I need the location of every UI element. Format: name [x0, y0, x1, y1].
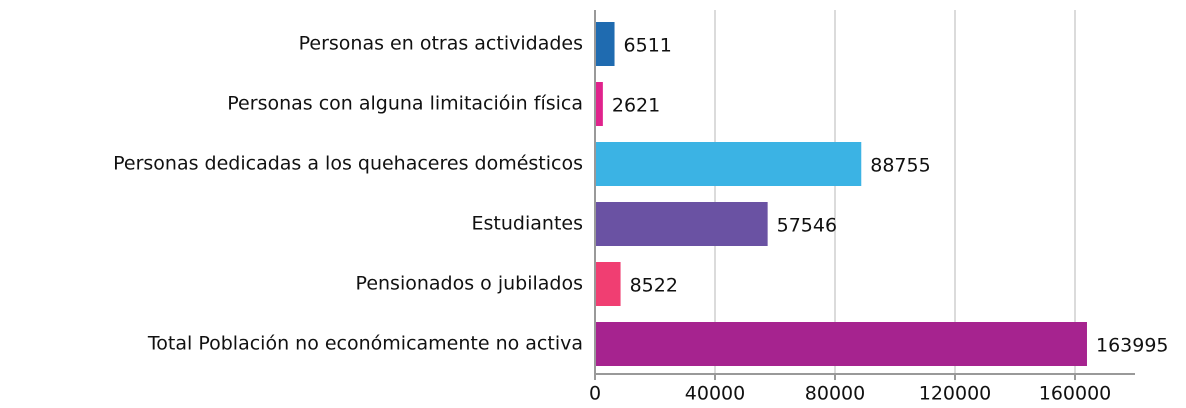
bar — [595, 322, 1087, 366]
x-tick-label: 120000 — [919, 383, 992, 405]
value-label: 8522 — [630, 275, 678, 297]
bar — [595, 142, 862, 186]
value-label: 163995 — [1096, 335, 1169, 357]
y-tick-label: Pensionados o jubilados — [356, 273, 583, 295]
x-tick-label: 0 — [589, 383, 601, 405]
value-label: 6511 — [624, 35, 672, 57]
y-tick-label: Personas en otras actividades — [299, 33, 583, 55]
x-tick-label: 40000 — [685, 383, 745, 405]
y-tick-label: Personas con alguna limitacióin física — [227, 93, 583, 115]
x-tick-label: 80000 — [805, 383, 865, 405]
y-tick-label: Total Población no económicamente no act… — [147, 333, 583, 355]
value-label: 57546 — [777, 215, 837, 237]
y-tick-label: Personas dedicadas a los quehaceres domé… — [113, 153, 583, 175]
value-label: 88755 — [870, 155, 930, 177]
y-tick-label: Estudiantes — [472, 213, 583, 235]
bar — [595, 82, 603, 126]
value-label: 2621 — [612, 95, 660, 117]
bar — [595, 262, 621, 306]
bar — [595, 22, 615, 66]
bar — [595, 202, 768, 246]
x-tick-label: 160000 — [1039, 383, 1112, 405]
